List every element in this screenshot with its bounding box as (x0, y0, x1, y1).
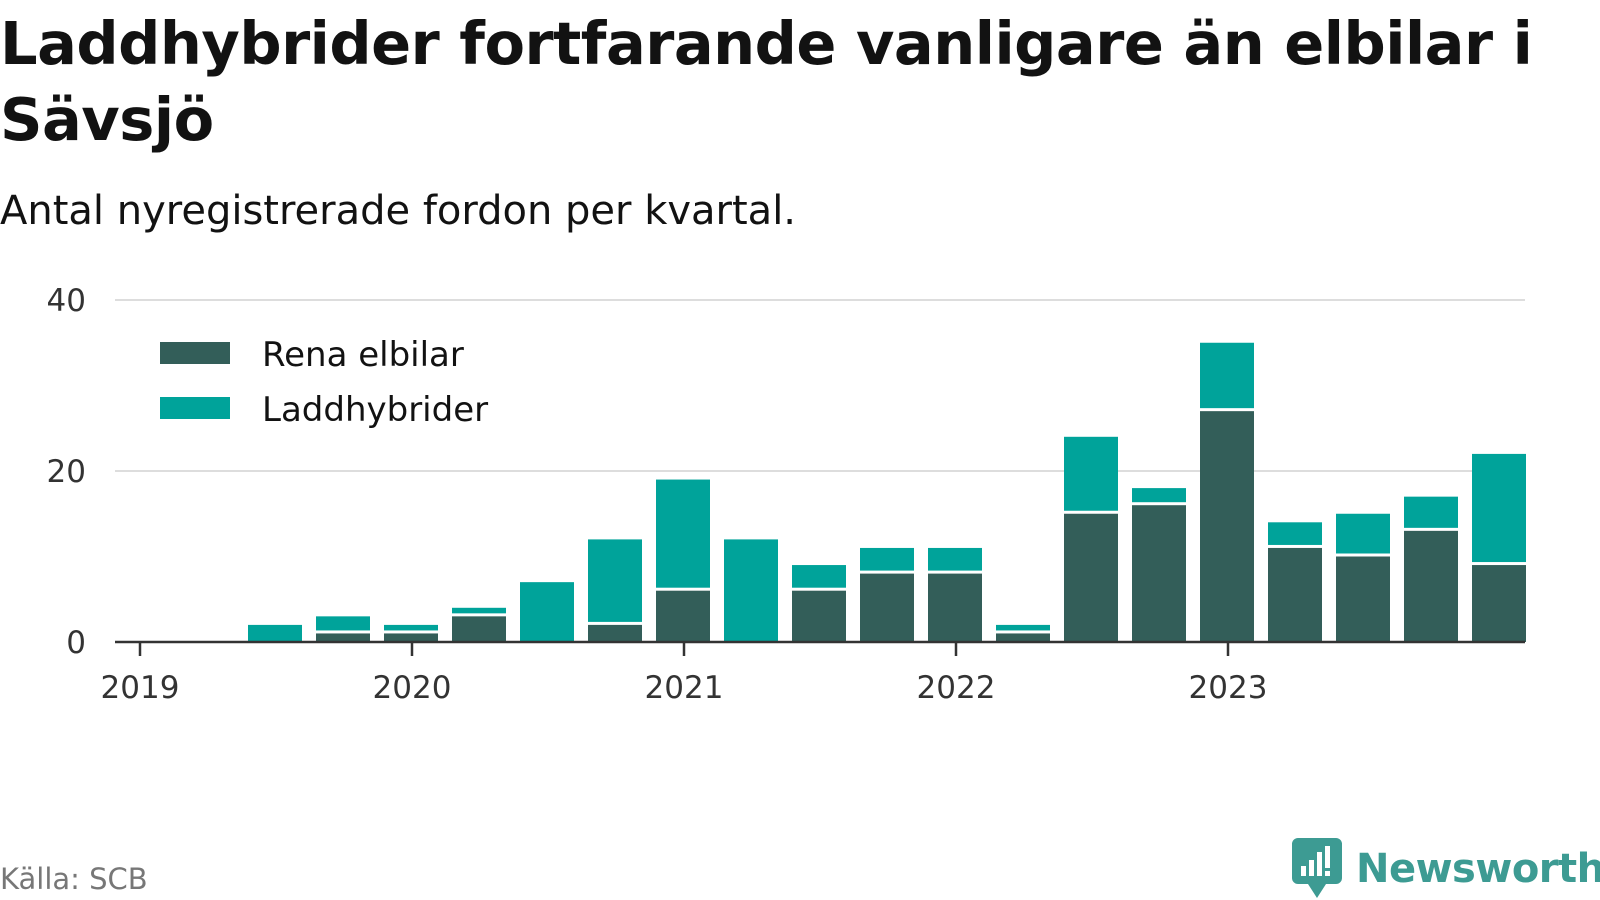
bar-rena-elbilar (656, 590, 710, 642)
bar-laddhybrider (520, 582, 574, 642)
stacked-bar-chart: 0 20 40 2019 2020 2021 2022 2023 Rena elbilar L… (47, 283, 1526, 706)
bar-laddhybrider (1200, 342, 1254, 409)
x-axis: 2019 2020 2021 2022 2023 (101, 640, 1525, 706)
legend-label: Rena elbilar (262, 335, 464, 375)
gridlines: 0 20 40 (47, 283, 1525, 661)
x-tick-label: 2019 (101, 670, 180, 706)
x-tick-label: 2021 (645, 670, 724, 706)
newsworthy-logo-icon (1292, 838, 1342, 898)
bar-rena-elbilar (588, 624, 642, 642)
bar-laddhybrider (724, 539, 778, 642)
chart-subtitle: Antal nyregistrerade fordon per kvartal. (0, 188, 797, 234)
bar-laddhybrider (1132, 488, 1186, 503)
bar-rena-elbilar (452, 616, 506, 642)
bar-rena-elbilar (316, 633, 370, 642)
bar-laddhybrider (792, 565, 846, 588)
bar-laddhybrider (996, 624, 1050, 631)
legend-label: Laddhybrider (262, 390, 488, 430)
bar-rena-elbilar (792, 590, 846, 642)
bar-laddhybrider (1268, 522, 1322, 545)
bar-laddhybrider (248, 624, 302, 642)
bar-rena-elbilar (1132, 505, 1186, 642)
bar-rena-elbilar (1200, 411, 1254, 642)
bar-laddhybrider (384, 624, 438, 631)
bar-rena-elbilar (860, 573, 914, 642)
bar-laddhybrider (928, 547, 982, 571)
brand-logo: Newsworthy (1292, 838, 1600, 900)
chart-title: Laddhybrider fortfarande vanligare än el… (0, 9, 1533, 154)
x-tick-label: 2023 (1189, 670, 1268, 706)
x-tick-label: 2020 (373, 670, 452, 706)
brand-name: Newsworthy (1356, 846, 1600, 892)
legend-swatch (160, 342, 230, 364)
y-tick-label: 40 (47, 283, 86, 319)
bar-laddhybrider (1404, 496, 1458, 528)
bar-rena-elbilar (1472, 565, 1526, 642)
bar-rena-elbilar (996, 633, 1050, 642)
legend: Rena elbilar Laddhybrider (160, 335, 488, 430)
bar-rena-elbilar (1404, 530, 1458, 642)
y-tick-label: 20 (47, 454, 86, 490)
bars (248, 342, 1526, 642)
bar-laddhybrider (588, 539, 642, 622)
bar-laddhybrider (452, 607, 506, 614)
bar-rena-elbilar (928, 573, 982, 642)
bar-rena-elbilar (1268, 547, 1322, 642)
bar-laddhybrider (1472, 453, 1526, 563)
bar-rena-elbilar (1336, 556, 1390, 642)
bar-laddhybrider (1336, 513, 1390, 554)
y-tick-label: 0 (66, 625, 86, 661)
x-tick-label: 2022 (917, 670, 996, 706)
bar-laddhybrider (656, 479, 710, 588)
bar-laddhybrider (860, 547, 914, 571)
bar-rena-elbilar (1064, 513, 1118, 642)
bar-laddhybrider (316, 616, 370, 631)
legend-swatch (160, 397, 230, 419)
bar-rena-elbilar (384, 633, 438, 642)
bar-laddhybrider (1064, 436, 1118, 511)
source-note: Källa: SCB (0, 862, 148, 896)
